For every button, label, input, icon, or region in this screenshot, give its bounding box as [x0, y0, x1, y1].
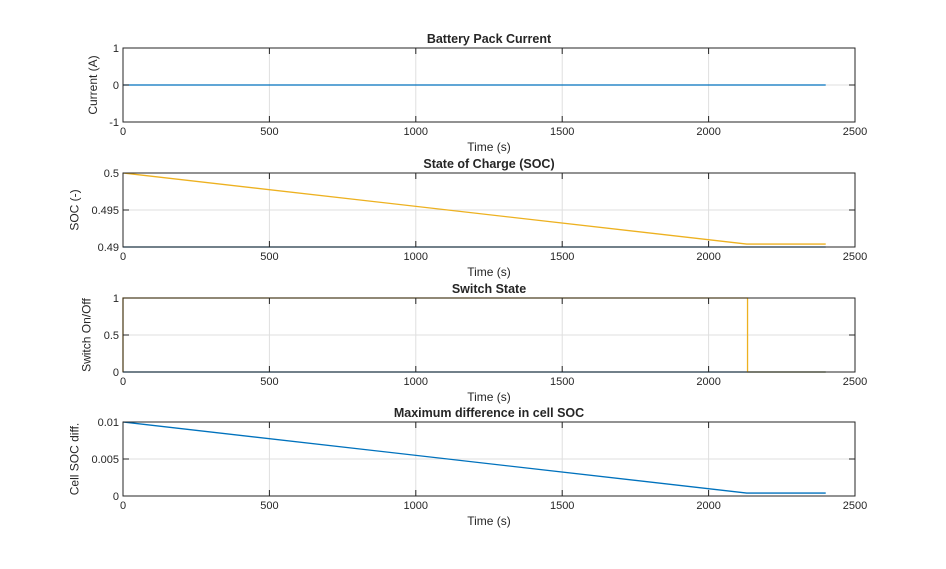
- y-axis-label: Cell SOC diff.: [68, 423, 82, 495]
- y-tick-label: 0.5: [104, 330, 119, 342]
- x-tick-label: 1500: [550, 251, 574, 263]
- x-tick-label: 2000: [696, 376, 720, 388]
- x-axis-label: Time (s): [467, 265, 511, 279]
- x-tick-label: 2000: [696, 500, 720, 512]
- y-tick-label: 0.495: [91, 205, 119, 217]
- y-tick-label: 0: [113, 491, 119, 503]
- x-tick-label: 500: [260, 500, 278, 512]
- x-tick-label: 2500: [843, 376, 867, 388]
- x-tick-label: 1500: [550, 376, 574, 388]
- x-axis-label: Time (s): [467, 140, 511, 154]
- x-tick-label: 2500: [843, 251, 867, 263]
- y-tick-label: 0.005: [91, 454, 119, 466]
- subplot-2: 0 500 1000 1500 2000 2500 0.49 0.495 0.5 State of…: [68, 157, 868, 279]
- x-axis-label: Time (s): [467, 514, 511, 528]
- x-tick-label: 1000: [404, 376, 428, 388]
- y-axis-label: Current (A): [86, 55, 100, 114]
- chart-title: Maximum difference in cell SOC: [394, 406, 584, 420]
- y-tick-label: 0: [113, 367, 119, 379]
- y-tick-label: 0.01: [98, 417, 119, 429]
- series-line-1: [122, 421, 826, 494]
- x-tick-label: 2500: [843, 126, 867, 138]
- y-tick-label: 0.5: [104, 168, 119, 180]
- y-tick-label: 0: [113, 80, 119, 92]
- x-tick-label: 1000: [404, 500, 428, 512]
- x-tick-label: 1500: [550, 126, 574, 138]
- x-tick-label: 2500: [843, 500, 867, 512]
- y-axis-label: Switch On/Off: [80, 297, 94, 371]
- x-tick-label: 500: [260, 126, 278, 138]
- series-line-2: [122, 172, 826, 245]
- x-tick-label: 0: [120, 376, 126, 388]
- subplot-4: 0 500 1000 1500 2000 2500 0 0.005 0.01 Maximum di…: [68, 406, 868, 528]
- y-tick-label: 1: [113, 293, 119, 305]
- x-tick-label: 1500: [550, 500, 574, 512]
- x-tick-label: 1000: [404, 251, 428, 263]
- x-tick-label: 2000: [696, 126, 720, 138]
- y-tick-label: 0.49: [98, 242, 119, 254]
- y-axis-label: SOC (-): [68, 189, 82, 230]
- x-tick-label: 0: [120, 126, 126, 138]
- x-tick-label: 2000: [696, 251, 720, 263]
- y-tick-label: 1: [113, 43, 119, 55]
- x-tick-label: 1000: [404, 126, 428, 138]
- x-tick-label: 500: [260, 251, 278, 263]
- chart-title: State of Charge (SOC): [423, 157, 554, 171]
- chart-title: Switch State: [452, 282, 526, 296]
- x-tick-label: 0: [120, 500, 126, 512]
- y-tick-label: -1: [109, 117, 119, 129]
- subplot-3: 0 500 1000 1500 2000 2500 0 0.5 1 Switch State Tim…: [80, 282, 868, 404]
- chart-title: Battery Pack Current: [427, 32, 552, 46]
- x-axis-label: Time (s): [467, 390, 511, 404]
- x-tick-label: 0: [120, 251, 126, 263]
- x-tick-label: 500: [260, 376, 278, 388]
